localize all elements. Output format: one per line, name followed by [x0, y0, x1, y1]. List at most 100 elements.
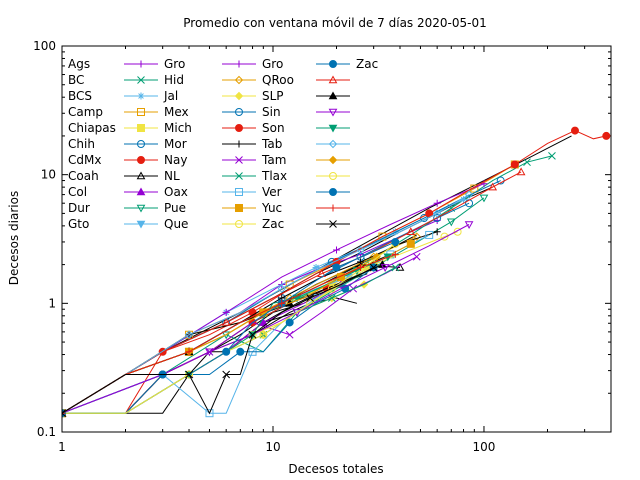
data-point: [259, 330, 268, 339]
data-point: [333, 246, 340, 254]
data-point: [222, 347, 231, 356]
legend-item: Tab: [222, 137, 282, 151]
legend-item: Gro: [222, 57, 283, 71]
data-point: [440, 232, 449, 241]
legend-label: Tab: [261, 137, 282, 151]
series: [62, 263, 378, 418]
legend-label: Nay: [164, 153, 187, 167]
data-point: [425, 230, 434, 239]
data-point: [412, 232, 421, 241]
data-point: [137, 140, 145, 148]
data-point: [446, 218, 456, 227]
data-point: [328, 155, 338, 165]
series-line: [62, 130, 607, 414]
data-point: [329, 204, 337, 212]
data-point: [258, 317, 268, 326]
legend-label: Ver: [262, 185, 282, 199]
data-point: [137, 76, 145, 84]
data-point: [328, 91, 338, 100]
data-point: [510, 160, 519, 169]
legend-item: Col: [68, 185, 87, 199]
y-tick-label: 10: [41, 168, 56, 182]
legend-label: SLP: [262, 89, 284, 103]
data-point: [137, 108, 145, 116]
data-point: [292, 309, 302, 317]
legend-item: Gto: [68, 217, 89, 231]
legend-label: Camp: [68, 105, 103, 119]
plot-area: [62, 126, 611, 418]
legend-item: Tlax: [222, 169, 287, 183]
series: [62, 260, 387, 417]
data-point: [464, 221, 474, 230]
y-tick-label: 100: [33, 39, 56, 53]
data-point: [235, 124, 243, 132]
data-point: [406, 227, 416, 236]
legend-label: Gro: [262, 57, 283, 71]
legend-item: [316, 188, 350, 196]
chart-title: Promedio con ventana móvil de 7 días 202…: [183, 16, 487, 30]
legend-item: Chiapas: [68, 121, 116, 135]
legend-item: Que: [124, 217, 188, 231]
legend-label: Dur: [68, 201, 90, 215]
data-point: [235, 188, 243, 196]
data-point: [329, 60, 337, 68]
series: [62, 227, 462, 418]
legend: Ags BC BCS Camp Chiapas Chih CdMx Coah Col Dur Gto…: [68, 57, 378, 231]
legend-label: BC: [68, 73, 84, 87]
data-point: [329, 188, 337, 196]
data-point: [602, 131, 611, 140]
data-point: [312, 263, 320, 271]
series: [62, 237, 400, 418]
legend-item: Coah: [68, 169, 99, 183]
legend-label: NL: [164, 169, 180, 183]
legend-item: Zac: [316, 57, 378, 71]
data-point: [205, 409, 214, 418]
data-point: [433, 228, 441, 236]
legend-item: CdMx: [68, 153, 101, 167]
data-point: [523, 158, 531, 167]
data-point: [235, 140, 243, 148]
data-point: [328, 139, 338, 149]
data-point: [327, 294, 336, 302]
data-point: [248, 330, 257, 339]
legend-item: Camp: [68, 105, 103, 119]
data-point: [185, 348, 193, 356]
series-line: [62, 243, 396, 414]
data-point: [221, 317, 231, 326]
data-point: [327, 284, 336, 293]
data-point: [479, 194, 489, 203]
data-point: [432, 209, 442, 218]
data-point: [516, 167, 526, 176]
legend-item: Dur: [68, 201, 90, 215]
x-tick-label: 10: [265, 440, 280, 454]
data-point: [391, 250, 399, 258]
legend-label: Hid: [164, 73, 184, 87]
series-line: [62, 288, 327, 414]
data-point: [235, 108, 243, 116]
series-line: [62, 264, 401, 414]
legend-item: Yuc: [222, 201, 282, 215]
legend-item: [316, 220, 350, 228]
x-tick-label: 1: [58, 440, 66, 454]
data-point: [332, 263, 341, 272]
data-point: [369, 263, 378, 272]
legend-label: Mor: [164, 137, 187, 151]
data-point: [464, 190, 474, 199]
data-point: [62, 409, 66, 417]
data-point: [137, 92, 145, 100]
data-point: [234, 91, 244, 101]
legend-item: BC: [68, 73, 84, 87]
data-point: [285, 318, 294, 327]
data-point: [235, 204, 243, 212]
data-point: [317, 269, 326, 277]
legend-label: QRoo: [262, 73, 294, 87]
data-point: [277, 284, 286, 293]
data-point: [433, 199, 441, 207]
data-point: [184, 330, 194, 339]
data-point: [236, 347, 245, 356]
legend-label: Col: [68, 185, 87, 199]
legend-label: Tam: [261, 153, 286, 167]
legend-item: [316, 124, 350, 133]
data-point: [235, 156, 243, 164]
